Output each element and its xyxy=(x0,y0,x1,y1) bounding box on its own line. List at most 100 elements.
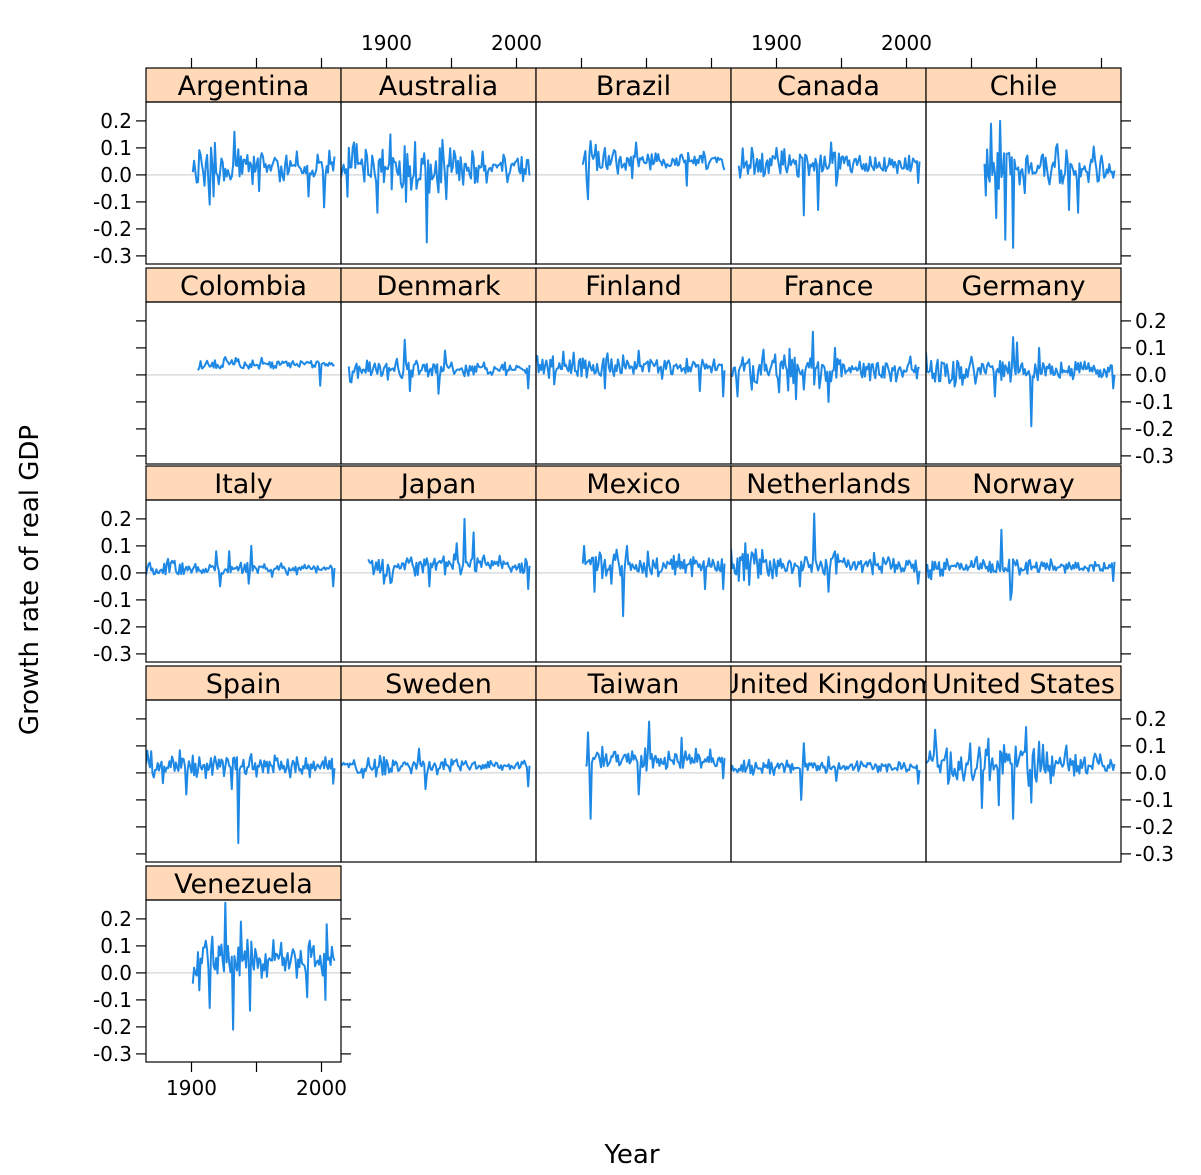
y-axis: -0.3 -0.2 -0.1 0.0 0.1 0.2 xyxy=(93,907,146,1066)
series-line-brazil xyxy=(581,140,726,201)
x-tick-label: 2000 xyxy=(881,31,932,55)
x-axis xyxy=(580,58,713,68)
x-axis xyxy=(970,58,1103,68)
panel-spain: Spain xyxy=(145,665,342,863)
panel-taiwan: Taiwan xyxy=(535,665,732,863)
strip-venezuela xyxy=(145,865,342,901)
y-tick-label: 0.1 xyxy=(100,534,132,558)
y-tick-label: 0.0 xyxy=(1135,761,1167,785)
series-line-united-kingdom xyxy=(731,742,921,801)
y-tick-label: -0.3 xyxy=(1135,842,1174,866)
y-axis xyxy=(1121,518,1131,655)
panel-frame xyxy=(145,899,342,1063)
panel-united-kingdom: United Kingdom xyxy=(720,665,937,863)
y-tick-label: -0.1 xyxy=(1135,788,1174,812)
x-axis: 1900 2000 xyxy=(361,31,542,68)
panel-chile: Chile xyxy=(925,67,1122,265)
series-line-japan xyxy=(367,517,531,591)
y-tick-label: -0.1 xyxy=(1135,390,1174,414)
y-tick-label: 0.1 xyxy=(1135,336,1167,360)
strip-label: France xyxy=(784,271,874,302)
y-tick-label: 0.2 xyxy=(100,109,132,133)
panel-united-states: United States xyxy=(925,665,1122,863)
series-line-australia xyxy=(341,133,531,244)
panel-frame xyxy=(730,101,927,265)
x-axis-label: Year xyxy=(603,1140,659,1170)
panel-finland: Finland xyxy=(535,267,732,465)
strip-label: Sweden xyxy=(385,669,492,700)
panel-colombia: Colombia xyxy=(145,267,342,465)
series-line-united-states xyxy=(926,726,1116,820)
panel-sweden: Sweden xyxy=(340,665,537,863)
series-line-sweden xyxy=(341,747,531,791)
strip-label: Taiwan xyxy=(587,669,680,700)
strip-label: Italy xyxy=(214,469,273,500)
panel-canada: Canada xyxy=(730,67,927,265)
strip-label: Colombia xyxy=(180,271,307,302)
strip-label: Denmark xyxy=(376,271,500,302)
strip-label: United Kingdom xyxy=(720,669,937,700)
strip-label: Australia xyxy=(379,71,498,102)
series-line-france xyxy=(731,330,920,403)
strip-france xyxy=(730,267,927,303)
y-tick-label: -0.1 xyxy=(93,588,132,612)
series-line-chile xyxy=(983,119,1116,249)
y-tick-label: -0.3 xyxy=(93,642,132,666)
series-line-denmark xyxy=(347,338,531,395)
strip-label: Chile xyxy=(990,71,1058,102)
panel-germany: Germany xyxy=(925,267,1122,465)
y-axis: -0.3 -0.2 -0.1 0.0 0.1 0.2 xyxy=(1121,707,1174,866)
y-tick-label: -0.3 xyxy=(93,244,132,268)
y-axis xyxy=(1121,120,1131,257)
panel-frame xyxy=(145,301,342,465)
y-tick-label: 0.0 xyxy=(1135,363,1167,387)
strip-label: Brazil xyxy=(596,71,671,102)
x-tick-label: 1900 xyxy=(751,31,802,55)
panel-france: France xyxy=(730,267,927,465)
y-tick-label: -0.3 xyxy=(1135,444,1174,468)
series-line-germany xyxy=(926,336,1116,428)
strip-australia xyxy=(340,67,537,103)
x-tick-label: 1900 xyxy=(361,31,412,55)
y-axis xyxy=(136,718,146,855)
y-axis: -0.3 -0.2 -0.1 0.0 0.1 0.2 xyxy=(93,507,146,666)
y-tick-label: 0.2 xyxy=(100,907,132,931)
panel-frame xyxy=(340,499,537,663)
y-axis: -0.3 -0.2 -0.1 0.0 0.1 0.2 xyxy=(1121,309,1174,468)
y-tick-label: -0.2 xyxy=(93,217,132,241)
series-line-finland xyxy=(536,349,726,398)
y-tick-label: 0.2 xyxy=(100,507,132,531)
y-tick-label: -0.2 xyxy=(93,615,132,639)
y-tick-label: 0.2 xyxy=(1135,309,1167,333)
x-tick-label: 2000 xyxy=(296,1076,347,1100)
axes-layer: 1900 2000 1900 2000 1900 2000 -0.3 -0.2 -0.1 0.0 0… xyxy=(93,31,1174,1100)
y-axis xyxy=(136,320,146,457)
panel-frame xyxy=(145,101,342,265)
strip-label: Argentina xyxy=(178,71,310,102)
panel-frame xyxy=(535,101,732,265)
y-tick-label: 0.1 xyxy=(100,136,132,160)
strip-norway xyxy=(925,465,1122,501)
series-line-venezuela xyxy=(191,901,336,1031)
series-line-colombia xyxy=(197,356,335,387)
panel-frame xyxy=(925,301,1122,465)
strip-spain xyxy=(145,665,342,701)
series-line-italy xyxy=(146,544,336,588)
series-line-argentina xyxy=(191,130,336,209)
strip-label: Japan xyxy=(399,469,476,500)
panel-mexico: Mexico xyxy=(535,465,732,663)
panel-frame xyxy=(145,499,342,663)
panel-frame xyxy=(925,101,1122,265)
strip-label: Finland xyxy=(585,271,681,302)
strip-label: United States xyxy=(932,669,1115,700)
y-tick-label: 0.0 xyxy=(100,961,132,985)
y-tick-label: -0.2 xyxy=(1135,815,1174,839)
panels-layer: Argentina Australia Brazil Canada Chile Colom… xyxy=(145,67,1122,1063)
strip-mexico xyxy=(535,465,732,501)
strip-label: Netherlands xyxy=(746,469,911,500)
panel-venezuela: Venezuela xyxy=(145,865,342,1063)
y-axis-label: Growth rate of real GDP xyxy=(15,425,45,735)
panel-brazil: Brazil xyxy=(535,67,732,265)
y-tick-label: 0.0 xyxy=(100,163,132,187)
